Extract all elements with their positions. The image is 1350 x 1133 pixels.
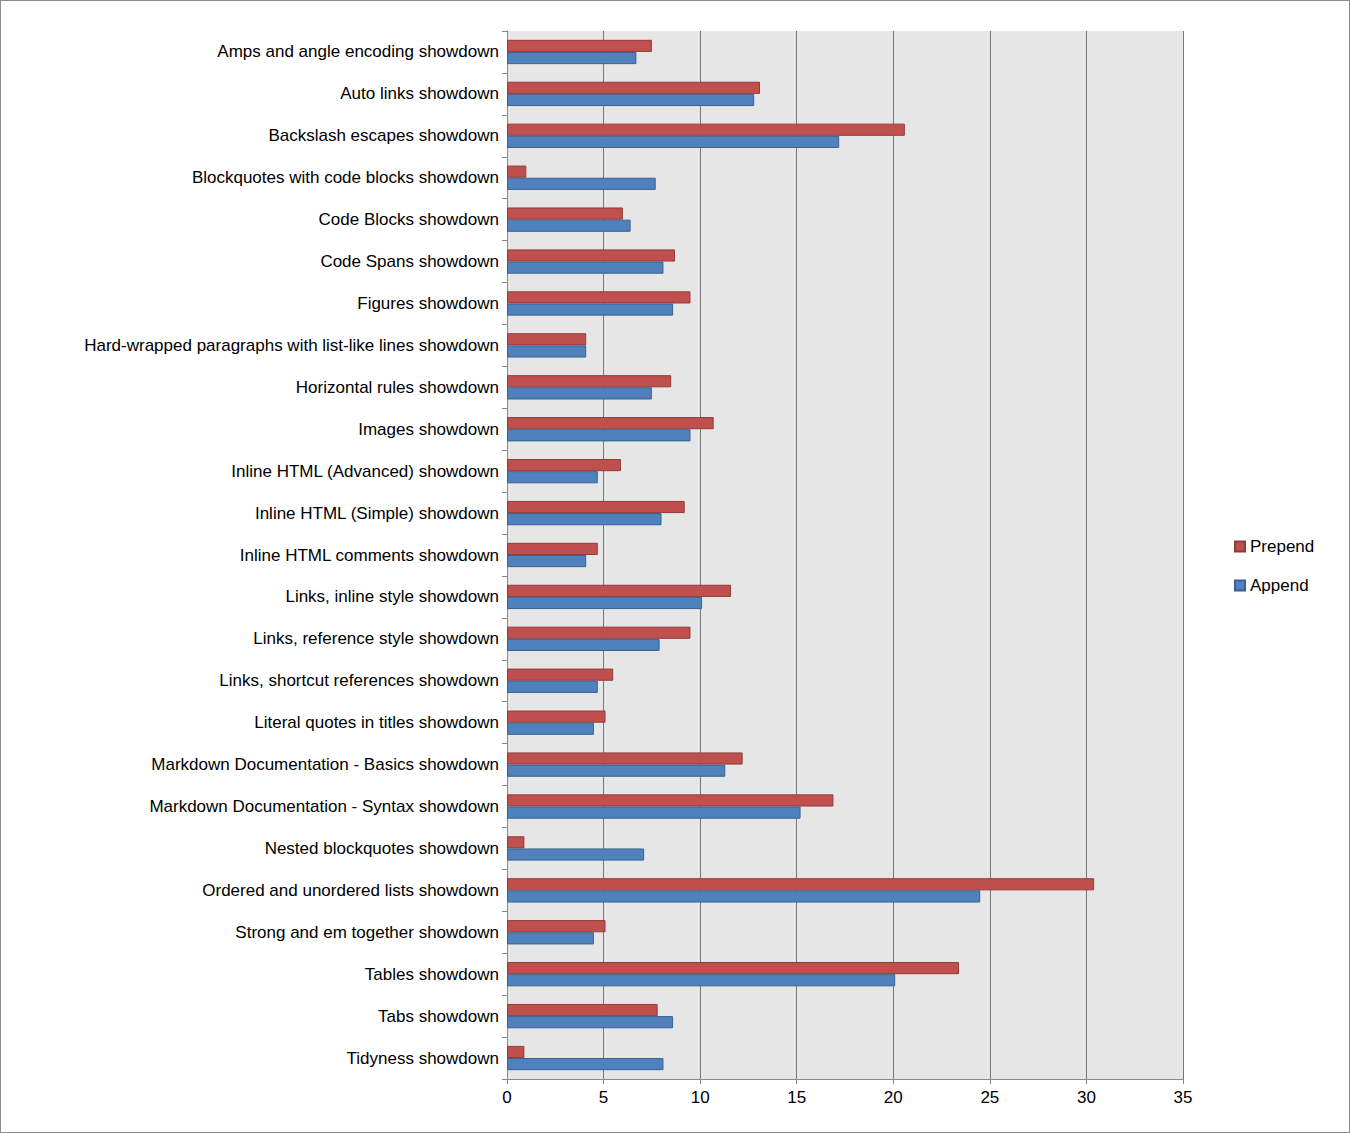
svg-text:Code Spans showdown: Code Spans showdown — [320, 252, 499, 271]
svg-text:Links, reference style showdow: Links, reference style showdown — [253, 629, 499, 648]
svg-text:Tabs showdown: Tabs showdown — [378, 1007, 499, 1026]
svg-text:Links, inline style showdown: Links, inline style showdown — [285, 587, 499, 606]
svg-text:Links, shortcut references sho: Links, shortcut references showdown — [219, 671, 499, 690]
svg-text:5: 5 — [599, 1088, 608, 1107]
svg-text:35: 35 — [1174, 1088, 1193, 1107]
svg-text:Images showdown: Images showdown — [358, 420, 499, 439]
svg-text:0: 0 — [502, 1088, 511, 1107]
svg-text:Hard-wrapped paragraphs with l: Hard-wrapped paragraphs with list-like l… — [84, 336, 499, 355]
svg-text:Auto links showdown: Auto links showdown — [340, 84, 499, 103]
svg-text:15: 15 — [787, 1088, 806, 1107]
svg-text:Backslash escapes showdown: Backslash escapes showdown — [268, 126, 499, 145]
svg-text:Blockquotes with code blocks s: Blockquotes with code blocks showdown — [192, 168, 499, 187]
svg-text:Figures showdown: Figures showdown — [357, 294, 499, 313]
svg-text:Tidyness showdown: Tidyness showdown — [347, 1049, 499, 1068]
svg-text:Strong and em together showdow: Strong and em together showdown — [235, 923, 499, 942]
svg-text:Inline HTML (Advanced) showdow: Inline HTML (Advanced) showdown — [231, 462, 499, 481]
svg-text:Inline HTML (Simple) showdown: Inline HTML (Simple) showdown — [255, 504, 499, 523]
svg-text:Inline HTML comments showdown: Inline HTML comments showdown — [240, 546, 499, 565]
svg-text:Ordered and unordered lists sh: Ordered and unordered lists showdown — [202, 881, 499, 900]
svg-text:Markdown Documentation - Basic: Markdown Documentation - Basics showdown — [151, 755, 499, 774]
svg-text:Append: Append — [1250, 576, 1309, 595]
svg-text:Markdown Documentation - Synta: Markdown Documentation - Syntax showdown — [149, 797, 499, 816]
svg-text:Amps and angle encoding showdo: Amps and angle encoding showdown — [217, 42, 499, 61]
svg-text:Code Blocks showdown: Code Blocks showdown — [319, 210, 499, 229]
svg-text:20: 20 — [884, 1088, 903, 1107]
svg-text:Horizontal rules showdown: Horizontal rules showdown — [296, 378, 499, 397]
svg-text:Prepend: Prepend — [1250, 537, 1314, 556]
svg-text:25: 25 — [980, 1088, 999, 1107]
svg-text:Literal quotes in titles showd: Literal quotes in titles showdown — [254, 713, 499, 732]
svg-text:10: 10 — [691, 1088, 710, 1107]
svg-text:Nested blockquotes showdown: Nested blockquotes showdown — [265, 839, 499, 858]
svg-text:Tables showdown: Tables showdown — [365, 965, 499, 984]
svg-text:30: 30 — [1077, 1088, 1096, 1107]
